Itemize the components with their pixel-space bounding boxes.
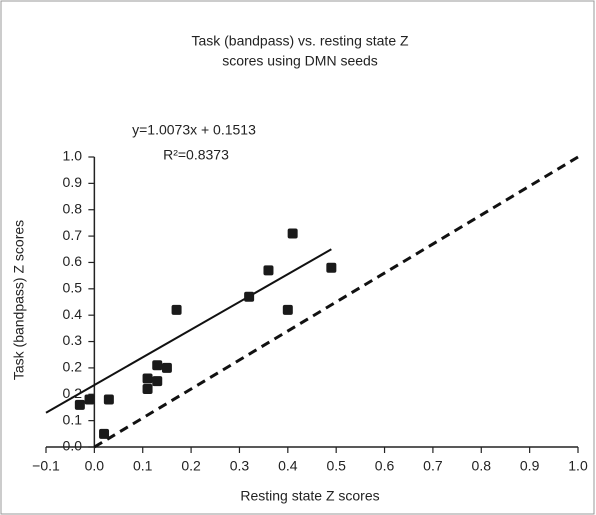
x-tick-label: 0.7 xyxy=(423,458,443,474)
identity-line xyxy=(93,155,579,449)
x-tick-label: 1.0 xyxy=(568,458,588,474)
x-tick-label: 0.0 xyxy=(85,458,105,474)
y-tick-label: 0.0 xyxy=(63,438,83,454)
point xyxy=(142,384,153,394)
point xyxy=(84,394,95,405)
x-tick-label: −0.1 xyxy=(32,458,60,474)
point xyxy=(244,291,255,302)
point xyxy=(142,373,153,384)
x-tick-label: 0.5 xyxy=(326,458,346,474)
y-tick-label: 0.9 xyxy=(63,174,83,190)
x-tick-label: 0.9 xyxy=(520,458,540,474)
point xyxy=(171,304,182,315)
x-tick-label: 0.4 xyxy=(278,458,298,474)
x-tick-label: 0.2 xyxy=(181,458,201,474)
chart-title: scores using DMN seeds xyxy=(222,53,378,69)
y-tick-label: 0.4 xyxy=(63,306,83,322)
x-tick-label: 0.8 xyxy=(472,458,492,474)
point xyxy=(152,376,163,387)
y-tick-label: 0.7 xyxy=(63,227,83,243)
x-tick-label: 0.1 xyxy=(133,458,153,474)
y-tick-label: 0.6 xyxy=(63,253,83,269)
y-tick-label: 1.0 xyxy=(63,148,83,164)
point xyxy=(287,228,298,239)
y-tick-label: 0.5 xyxy=(63,280,83,296)
chart-title: Task (bandpass) vs. resting state Z xyxy=(191,33,409,49)
y-tick-label: 0.3 xyxy=(63,332,83,348)
equation: y=1.0073x + 0.1513 xyxy=(132,122,256,138)
x-tick-label: 0.6 xyxy=(375,458,395,474)
x-tick-label: 0.3 xyxy=(230,458,250,474)
x-axis-label: Resting state Z scores xyxy=(240,488,379,504)
y-axis-label: Task (bandpass) Z scores xyxy=(11,220,27,380)
point xyxy=(99,428,110,439)
point xyxy=(326,262,337,273)
point xyxy=(282,304,293,315)
point xyxy=(103,394,114,405)
y-tick-label: 0.8 xyxy=(63,200,83,216)
point xyxy=(263,265,274,276)
point xyxy=(161,362,172,373)
point xyxy=(152,360,163,371)
trend-line xyxy=(45,248,332,414)
y-tick-label: 0.2 xyxy=(63,359,83,375)
r-squared: R²=0.8373 xyxy=(163,147,229,163)
y-tick-label: 0.1 xyxy=(63,411,83,427)
point xyxy=(74,399,85,410)
y-tick-label: 0.2 xyxy=(63,385,83,401)
